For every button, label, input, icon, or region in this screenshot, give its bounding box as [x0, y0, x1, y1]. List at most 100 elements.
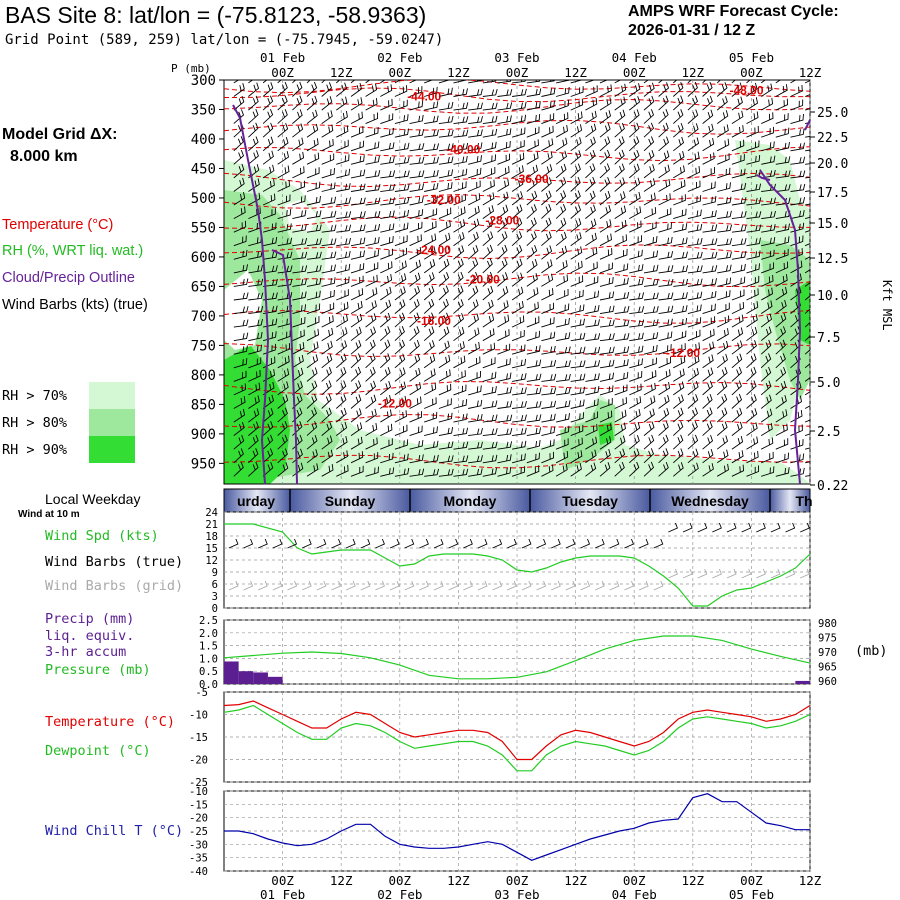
wind-barb-700 [570, 204, 582, 219]
wind-barb-985 [702, 407, 713, 423]
wind-barb-325 [380, 409, 392, 423]
wind-barb-992 [716, 96, 728, 111]
wind-barb-184 [321, 124, 334, 138]
wind-barb-685 [555, 413, 570, 423]
temperature-panel: -5 -10 -15 -20 -25 [189, 687, 811, 789]
wind-barb-414 [424, 397, 437, 409]
wind-barb-238 [336, 450, 349, 464]
wind-barb-1103 [760, 380, 772, 396]
wind-barb-163 [306, 251, 322, 260]
wind-barb-401 [424, 220, 437, 233]
precip-bar-3 [267, 676, 283, 684]
wind-barb-810 [629, 80, 635, 84]
wind-barb-613 [526, 244, 538, 260]
wind-barb-1065 [746, 275, 760, 287]
wind-barb-629 [526, 465, 540, 477]
wind-barb-586 [511, 286, 524, 301]
wind-barb-13 [233, 249, 248, 260]
true-barb-20 [521, 538, 532, 549]
wind-barb-182 [321, 96, 333, 111]
wind-barb-1177 [805, 176, 810, 179]
grid-barb-17 [477, 580, 488, 591]
wind-barb-295 [365, 408, 377, 423]
wind-barb-936 [687, 151, 700, 165]
wind-barb-122 [292, 95, 303, 111]
wind-barb-395 [424, 143, 440, 152]
temp-contour-label-8: -16.00 [417, 314, 451, 328]
wind-barb-620 [526, 345, 541, 355]
wind-barb-421 [438, 87, 453, 97]
bottom-time-9: 12Z [799, 873, 822, 888]
wind-barb-807 [614, 435, 626, 450]
true-barb-1 [243, 538, 254, 549]
wind-barb-91 [277, 81, 288, 97]
wind-barb-201 [321, 353, 333, 369]
wind-barb-1007 [717, 302, 730, 315]
pressure-ytick-4: 960 [818, 676, 837, 688]
temp-contour-label-10: -12.00 [378, 396, 412, 410]
wind-ytick-6: 6 [212, 579, 218, 591]
wind-barb-715 [570, 412, 585, 423]
wind-barb-320 [379, 339, 391, 355]
wind-barb-197 [321, 302, 335, 315]
wind-barb-459 [453, 193, 466, 206]
wind-barb-654 [541, 400, 557, 409]
temp-contour-9 [224, 272, 810, 288]
wind-barb-728 [585, 176, 596, 192]
wind-barb-1064 [746, 263, 760, 274]
wind-barb-961 [702, 81, 713, 97]
top-date-3: 04 Feb [612, 50, 657, 65]
wind-barb-266 [350, 422, 363, 436]
wind-barb-1118 [775, 183, 791, 192]
wind-barb-12 [233, 235, 247, 247]
wind-barb-405 [423, 272, 435, 287]
wind-barb-790 [614, 205, 627, 219]
wind-barb-899 [658, 461, 669, 477]
cross-section-panel: -48.00 -44.00 -40.00 -36.00 -32.00 -28.00 -24.… [191, 73, 849, 494]
wind-barb-281 [365, 223, 381, 233]
grid-barb-27 [624, 580, 635, 591]
wind-barb-725 [585, 136, 596, 152]
wind-barb-94 [277, 122, 289, 138]
h-tick-label-0: 25.0 [817, 106, 848, 121]
temp-contour-5 [224, 172, 810, 188]
wind-barb-368 [409, 183, 425, 192]
wind-barb-546 [497, 153, 511, 165]
wind-barb-497 [467, 299, 479, 314]
wind-barb-358 [394, 453, 409, 464]
wind-barb-1033 [731, 251, 747, 260]
top-date-0: 01 Feb [260, 50, 305, 65]
wind-barb-831 [629, 358, 643, 369]
wind-barb-1102 [760, 366, 772, 382]
grid-barb-15 [448, 580, 459, 591]
wind-barb-1199 [805, 475, 810, 477]
rh-area-8 [224, 270, 262, 350]
chill-ytick-3: -25 [189, 826, 208, 838]
wind-barb-838 [628, 448, 640, 464]
temp-contour-label-6: -24.00 [417, 243, 451, 257]
wind-barb-181 [321, 82, 333, 97]
wind-barb-331 [394, 85, 408, 97]
wind-barb-647 [541, 302, 554, 315]
wind-barb-824 [629, 264, 644, 274]
rh80-swatch [89, 409, 135, 436]
wind-barb-538 [482, 454, 498, 464]
wind-barb-642 [541, 231, 552, 247]
wind-barb-1019 [716, 463, 729, 477]
wind-barb-449 [438, 468, 454, 477]
wind-barb-262 [350, 366, 362, 382]
wind-barb-410 [423, 340, 435, 355]
wind-barb-516 [482, 154, 497, 165]
wind-barb-359 [394, 467, 410, 477]
wind-barb-362 [409, 100, 424, 111]
wind-barb-464 [453, 258, 464, 274]
wind-barb-272 [365, 98, 378, 111]
wind-barb-993 [716, 110, 729, 124]
wind-barb-132 [292, 237, 308, 247]
wind-barb-155 [306, 138, 319, 152]
wind-barb-967 [702, 166, 716, 179]
grid-barb-32 [697, 568, 708, 579]
wind-barb-821 [629, 220, 642, 233]
wind-barb-1077 [746, 436, 759, 450]
wind-barb-925 [673, 407, 684, 423]
